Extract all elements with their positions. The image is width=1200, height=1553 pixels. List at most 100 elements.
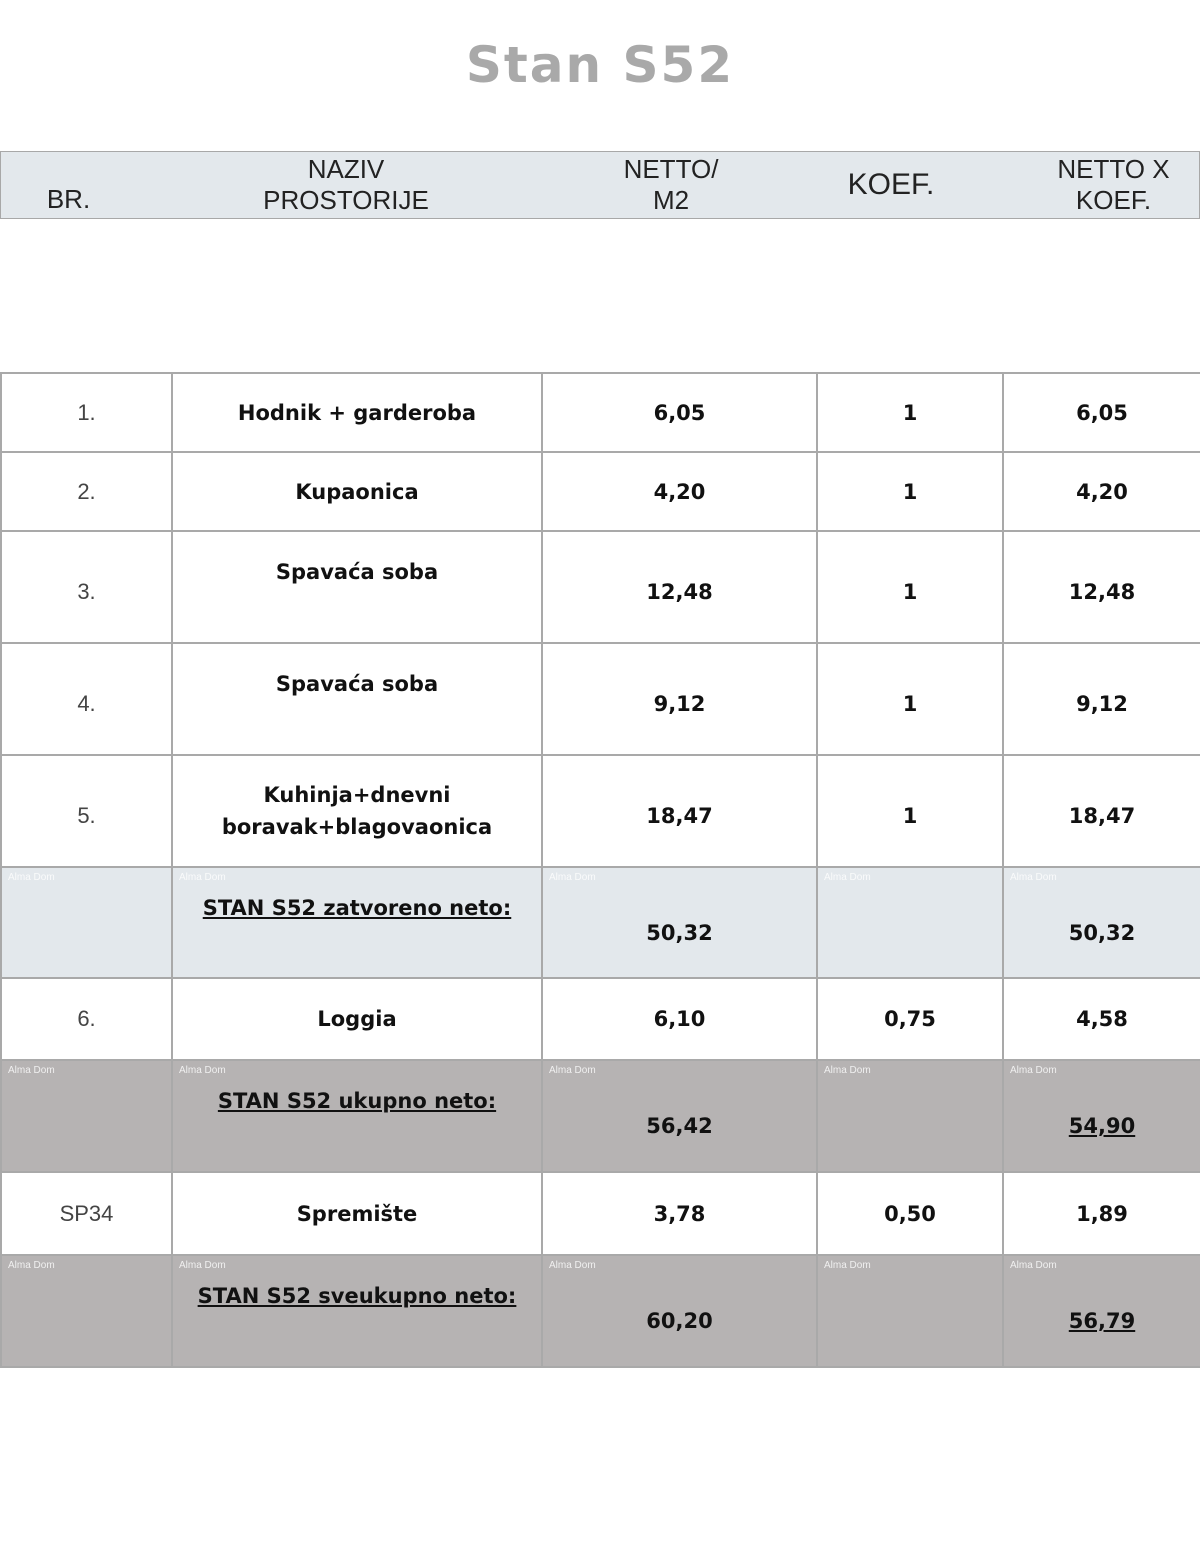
cell-netto-koef: 50,32 Alma Dom	[1002, 866, 1200, 979]
cell-koef: 1	[816, 754, 1004, 868]
cell-number: 6.	[0, 977, 173, 1061]
watermark: Alma Dom	[549, 1260, 596, 1271]
cell-koef-text: 1	[902, 400, 918, 425]
cell-number-text: 3.	[77, 579, 96, 604]
table-row: 2. Kupaonica 4,20 1 4,20	[0, 451, 1200, 532]
header-netto-koef-1: NETTO X	[1057, 154, 1170, 184]
table-row: SP34 Spremište 3,78 0,50 1,89	[0, 1171, 1200, 1256]
cell-number: SP34	[0, 1171, 173, 1256]
cell-netto-koef-text: 54,90	[1068, 1114, 1136, 1138]
watermark: Alma Dom	[179, 872, 226, 883]
cell-koef: 1	[816, 642, 1004, 756]
cell-room-name-text: STAN S52 sveukupno neto:	[197, 1284, 517, 1308]
cell-room-name-text: Loggia	[317, 1007, 397, 1031]
header-koef: KOEF.	[847, 168, 935, 201]
header-netto: NETTO/ M2	[561, 154, 781, 216]
cell-room-name-text: Kuhinja+dnevni boravak+blagovaonica	[221, 783, 493, 839]
cell-netto-koef: 1,89	[1002, 1171, 1200, 1256]
header-netto-1: NETTO/	[623, 154, 719, 184]
cell-koef: 1	[816, 530, 1004, 644]
cell-netto-koef-text: 6,05	[1076, 400, 1128, 425]
cell-number: Alma Dom	[0, 866, 173, 979]
cell-netto: 6,10	[541, 977, 818, 1061]
cell-number-text: 2.	[77, 478, 96, 504]
cell-number-text: SP34	[59, 1200, 114, 1226]
cell-koef: Alma Dom	[816, 866, 1004, 979]
cell-number: 1.	[0, 372, 173, 453]
watermark: Alma Dom	[824, 872, 871, 883]
cell-room-name-text: STAN S52 ukupno neto:	[217, 1089, 497, 1113]
cell-netto-text: 3,78	[653, 1201, 706, 1226]
cell-netto: 3,78	[541, 1171, 818, 1256]
cell-netto-koef-text: 1,89	[1076, 1201, 1128, 1226]
cell-room-name-text: Spremište	[296, 1201, 418, 1226]
cell-koef: Alma Dom	[816, 1254, 1004, 1368]
cell-netto-text: 56,42	[646, 1114, 713, 1138]
cell-koef: 0,50	[816, 1171, 1004, 1256]
table-header: BR. NAZIV PROSTORIJE NETTO/ M2 KOEF. NET…	[0, 151, 1200, 219]
cell-room-name-text: Spavaća soba	[275, 560, 439, 584]
cell-netto-koef-text: 12,48	[1068, 580, 1136, 604]
cell-netto-koef-text: 50,32	[1068, 920, 1136, 945]
header-netto-2: M2	[652, 185, 690, 215]
cell-room-name: Spavaća soba	[171, 642, 543, 756]
cell-room-name-text: Hodnik + garderoba	[237, 400, 477, 425]
cell-number: 5.	[0, 754, 173, 868]
cell-room-name: STAN S52 zatvoreno neto: Alma Dom	[171, 866, 543, 979]
cell-netto: 56,42 Alma Dom	[541, 1059, 818, 1173]
cell-netto-text: 6,05	[653, 400, 706, 425]
cell-netto-koef-text: 9,12	[1076, 692, 1128, 716]
watermark: Alma Dom	[8, 1260, 55, 1271]
watermark: Alma Dom	[824, 1065, 871, 1076]
cell-netto-text: 60,20	[646, 1309, 713, 1333]
cell-koef: Alma Dom	[816, 1059, 1004, 1173]
cell-number: 4.	[0, 642, 173, 756]
cell-netto: 12,48	[541, 530, 818, 644]
header-naziv-1: NAZIV	[307, 154, 385, 184]
watermark: Alma Dom	[824, 1260, 871, 1271]
cell-netto-koef-text: 18,47	[1068, 804, 1136, 828]
table-row: 4. Spavaća soba 9,12 1 9,12	[0, 642, 1200, 756]
watermark: Alma Dom	[1010, 1065, 1057, 1076]
cell-netto-koef: 9,12	[1002, 642, 1200, 756]
watermark: Alma Dom	[8, 1065, 55, 1076]
cell-netto-koef: 54,90 Alma Dom	[1002, 1059, 1200, 1173]
cell-netto-text: 6,10	[653, 1007, 706, 1031]
cell-netto-koef-text: 4,20	[1076, 479, 1128, 504]
cell-netto-text: 9,12	[653, 692, 706, 716]
header-naziv: NAZIV PROSTORIJE	[201, 154, 491, 216]
cell-room-name-text: Spavaća soba	[275, 672, 439, 696]
cell-number-text: 5.	[77, 803, 96, 828]
cell-netto-koef: 56,79 Alma Dom	[1002, 1254, 1200, 1368]
cell-number: Alma Dom	[0, 1059, 173, 1173]
header-naziv-2: PROSTORIJE	[263, 185, 429, 215]
cell-room-name: Spremište	[171, 1171, 543, 1256]
table-row: 3. Spavaća soba 12,48 1 12,48	[0, 530, 1200, 644]
cell-number-text: 1.	[77, 399, 96, 425]
cell-koef: 0,75	[816, 977, 1004, 1061]
cell-netto-text: 18,47	[646, 804, 713, 828]
cell-room-name: STAN S52 sveukupno neto: Alma Dom	[171, 1254, 543, 1368]
cell-netto-koef-text: 56,79	[1068, 1309, 1136, 1333]
cell-number: Alma Dom	[0, 1254, 173, 1368]
rooms-table: 1. Hodnik + garderoba 6,05 1 6,05 2. Kupaonica…	[0, 372, 1200, 1368]
cell-koef-text: 1	[902, 479, 918, 504]
cell-netto-koef: 6,05	[1002, 372, 1200, 453]
cell-number: 2.	[0, 451, 173, 532]
cell-room-name: STAN S52 ukupno neto: Alma Dom	[171, 1059, 543, 1173]
watermark: Alma Dom	[8, 872, 55, 883]
table-row: 6. Loggia 6,10 0,75 4,58	[0, 977, 1200, 1061]
cell-netto: 6,05	[541, 372, 818, 453]
cell-netto: 4,20	[541, 451, 818, 532]
summary-row: Alma Dom STAN S52 sveukupno neto: Alma Dom…	[0, 1254, 1200, 1368]
cell-koef-text: 1	[902, 692, 918, 716]
cell-koef: 1	[816, 451, 1004, 532]
watermark: Alma Dom	[179, 1065, 226, 1076]
cell-room-name: Hodnik + garderoba	[171, 372, 543, 453]
cell-koef-text: 0,50	[884, 1201, 936, 1226]
cell-netto-koef-text: 4,58	[1076, 1007, 1128, 1031]
watermark: Alma Dom	[549, 1065, 596, 1076]
cell-room-name: Loggia	[171, 977, 543, 1061]
watermark: Alma Dom	[1010, 872, 1057, 883]
cell-netto: 9,12	[541, 642, 818, 756]
